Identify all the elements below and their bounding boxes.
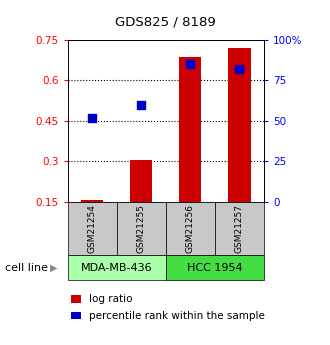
Point bbox=[188, 61, 193, 67]
Text: GSM21257: GSM21257 bbox=[235, 204, 244, 253]
Bar bbox=[130, 160, 152, 202]
Bar bbox=[179, 57, 201, 202]
Bar bbox=[81, 200, 103, 202]
Text: GSM21254: GSM21254 bbox=[88, 204, 97, 253]
Text: percentile rank within the sample: percentile rank within the sample bbox=[89, 311, 265, 321]
Text: cell line: cell line bbox=[5, 263, 48, 273]
Point bbox=[237, 66, 242, 72]
Bar bbox=[228, 48, 250, 202]
Text: GSM21256: GSM21256 bbox=[186, 204, 195, 253]
Point bbox=[89, 115, 95, 120]
Text: GDS825 / 8189: GDS825 / 8189 bbox=[115, 16, 215, 29]
Point bbox=[139, 102, 144, 108]
Text: ▶: ▶ bbox=[50, 263, 58, 273]
Text: HCC 1954: HCC 1954 bbox=[187, 263, 243, 273]
Text: GSM21255: GSM21255 bbox=[137, 204, 146, 253]
Text: MDA-MB-436: MDA-MB-436 bbox=[81, 263, 152, 273]
Text: log ratio: log ratio bbox=[89, 294, 133, 304]
